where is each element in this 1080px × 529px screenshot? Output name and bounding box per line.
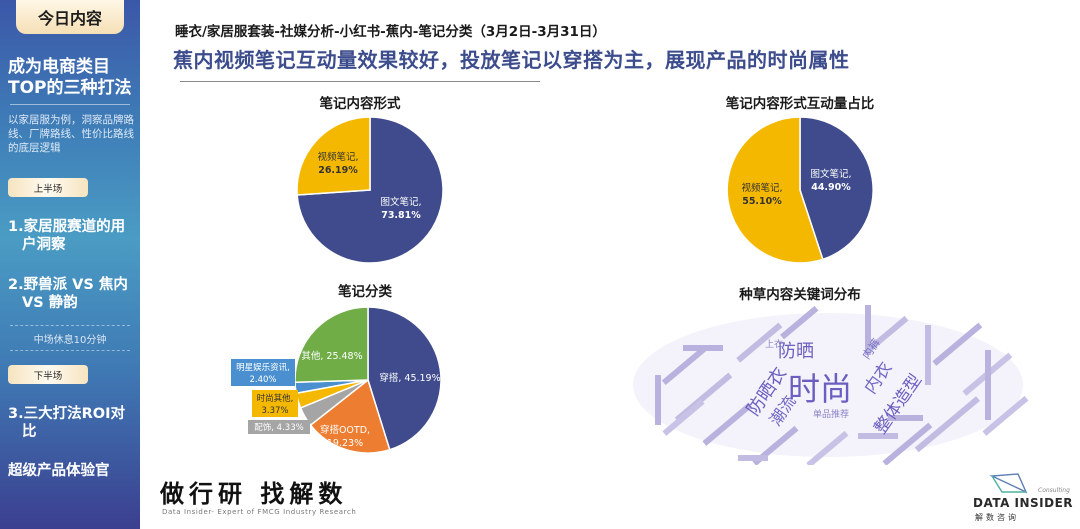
callout-fashion-other: [252, 390, 298, 417]
slice-video: [726, 116, 824, 264]
sidebar-description: 以家居服为例，洞察品牌路线、厂牌路线、性价比路线的底层逻辑: [8, 114, 134, 154]
label-image-text: 图文笔记,: [380, 196, 421, 208]
label-outfit: 穿搭, 45.19%: [379, 372, 440, 384]
footer-tagline: Data Insider- Expert of FMCG Industry Re…: [162, 508, 357, 516]
first-half-pill: 上半场: [8, 178, 88, 197]
value-celebrity: 2.40%: [249, 375, 276, 385]
value-fashion-other: 3.37%: [261, 406, 288, 416]
label-video: 视频笔记,: [317, 151, 358, 163]
chart-title-engagement: 笔记内容形式互动量占比: [725, 96, 875, 112]
sidebar-title: 成为电商类目 TOP的三种打法: [8, 57, 136, 99]
brand-consulting: Consulting: [1038, 487, 1070, 494]
slice-other: [294, 306, 369, 383]
page-headline: 蕉内视频笔记互动量效果较好，投放笔记以穿搭为主，展现产品的时尚属性: [173, 48, 850, 72]
item-2-line2: VS 静韵: [22, 295, 78, 311]
label-image-text: 图文笔记,: [810, 168, 851, 180]
sidebar-item-2[interactable]: 2.野兽派 VS 焦内 VS 静韵: [8, 276, 138, 312]
sidebar-item-1[interactable]: 1.家居服赛道的用 户洞察: [8, 218, 138, 254]
pie-chart-category: 穿搭, 45.19% 穿搭OOTD, 19.23% 其他, 25.48% 明星娱…: [231, 306, 442, 454]
slice-ootd: [309, 378, 391, 454]
sidebar-item-3[interactable]: 3.三大打法ROI对 比: [8, 405, 138, 441]
slice-image-text: [799, 116, 874, 261]
word-fashion: 时尚: [788, 370, 852, 408]
pie-chart-content-form: 视频笔记, 26.19% 图文笔记, 73.81%: [296, 116, 444, 264]
callout-accessories: [248, 420, 310, 434]
label-ootd: 穿搭OOTD,: [320, 424, 370, 436]
sidebar-header: 今日内容: [16, 0, 124, 34]
pie-chart-engagement: 图文笔记, 44.90% 视频笔记, 55.10%: [726, 116, 874, 264]
value-image-text: 44.90%: [811, 182, 851, 193]
second-half-pill: 下半场: [8, 365, 88, 384]
brand-logo-icon: [989, 473, 1028, 494]
word-top: 上衣: [765, 338, 783, 350]
value-video: 55.10%: [742, 196, 782, 207]
footer-logo: 做行研 找解数: [160, 480, 348, 508]
value-ootd: 19.23%: [327, 438, 363, 449]
label-other: 其他, 25.48%: [301, 350, 362, 362]
item-1-line1: 1.家居服赛道的用: [8, 219, 126, 235]
label-fashion-other: 时尚其他,: [257, 393, 294, 404]
sidebar-title-line2: TOP的三种打法: [8, 78, 132, 98]
sidebar-item-4[interactable]: 超级产品体验官: [8, 463, 110, 479]
sidebar: 今日内容 成为电商类目 TOP的三种打法 以家居服为例，洞察品牌路线、厂牌路线、…: [0, 0, 140, 529]
brand-sub: 解数咨询: [975, 513, 1019, 522]
word-sunscreen: 防晒: [778, 341, 814, 362]
label-accessories: 配饰, 4.33%: [254, 422, 303, 433]
slice-video: [296, 116, 371, 196]
callout-celebrity: [231, 359, 295, 386]
chart-title-category: 笔记分类: [338, 284, 392, 300]
label-celebrity: 明星娱乐资讯,: [236, 362, 290, 373]
item-1-line2: 户洞察: [22, 237, 66, 253]
word-item-recommendation: 单品推荐: [813, 408, 849, 420]
item-3-line1: 3.三大打法ROI对: [8, 406, 125, 422]
sidebar-title-line1: 成为电商类目: [8, 57, 110, 77]
break-label: 中场休息10分钟: [10, 325, 130, 351]
chart-title-keywords: 种草内容关键词分布: [739, 287, 861, 303]
divider: [10, 104, 130, 105]
word-cloud: 时尚 防晒 防晒衣 潮流 内衣 整体造型 单品推荐 上衣 内裤: [633, 305, 1029, 465]
header-divider: [180, 81, 540, 82]
item-3-line2: 比: [22, 424, 37, 440]
value-video: 26.19%: [318, 165, 358, 176]
item-2-line1: 2.野兽派 VS 焦内: [8, 277, 128, 293]
page-subtitle: 睡衣/家居服套装-社媒分析-小红书-蕉内-笔记分类（3月2日-3月31日）: [175, 24, 606, 40]
chart-title-content-form: 笔记内容形式: [319, 96, 401, 112]
slice-outfit: [367, 306, 442, 451]
word-cloud-small-words: [633, 305, 1029, 465]
brand-name: DATA INSIDER: [973, 496, 1074, 510]
value-image-text: 73.81%: [381, 210, 421, 221]
label-video: 视频笔记,: [741, 182, 782, 194]
